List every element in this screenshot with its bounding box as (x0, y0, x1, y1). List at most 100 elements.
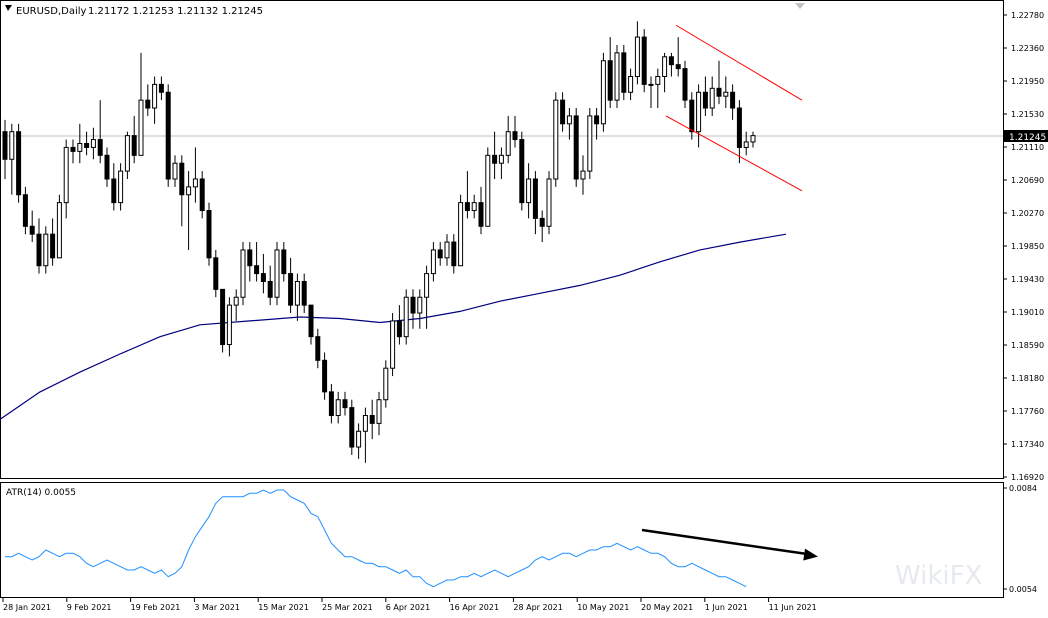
bear-candle-body (451, 241, 457, 267)
price-tick-label: 1.21530 (1011, 110, 1044, 119)
candle (594, 108, 600, 140)
bull-candle-body (240, 249, 246, 298)
bull-candle-body (390, 320, 396, 369)
bull-candle-body (356, 430, 362, 448)
trend-arrow[interactable] (641, 528, 818, 561)
bear-candle-body (560, 99, 566, 125)
price-tick-label: 1.21110 (1011, 143, 1044, 152)
candle (362, 407, 368, 463)
price-tick-label: 1.20270 (1011, 209, 1044, 218)
candle (444, 234, 450, 266)
candle (532, 171, 538, 235)
bear-candle-body (84, 143, 90, 148)
time-tick-label: 1 Jun 2021 (705, 603, 748, 612)
bull-candle-body (417, 296, 423, 314)
candle (696, 84, 702, 148)
bear-candle-body (220, 288, 226, 346)
bull-candle-body (294, 280, 300, 306)
candle (383, 360, 389, 408)
bull-candle-body (56, 202, 62, 259)
bear-candle-body (165, 91, 171, 180)
candle (539, 210, 545, 243)
bear-candle-body (532, 178, 538, 219)
chart-shift-marker[interactable] (795, 3, 805, 9)
trend-arrow-shaft (641, 528, 809, 556)
bull-candle-body (587, 115, 593, 172)
bull-candle-body (403, 296, 409, 338)
candle (655, 68, 661, 109)
bear-candle-body (730, 91, 736, 109)
bear-candle-body (668, 56, 674, 66)
candle (716, 60, 722, 105)
channel-line[interactable] (675, 24, 803, 101)
candle (192, 147, 198, 203)
candle (519, 131, 525, 211)
candle (43, 226, 49, 274)
bear-candle-body (29, 225, 35, 235)
bull-candle-body (192, 178, 198, 188)
bear-candle-body (50, 233, 56, 259)
price-tick-label: 1.21950 (1011, 77, 1044, 86)
candle (240, 242, 246, 306)
candle (2, 119, 8, 179)
price-axis: 1.22780 1.22360 1.21950 1.21530 1.21110 1.206… (1003, 11, 1044, 482)
atr-indicator-pane[interactable]: ATR(14) 0.0055 WikiFX (0, 482, 1004, 598)
candle (16, 123, 22, 203)
candle (104, 147, 110, 187)
candle (648, 76, 654, 109)
candles-layer (2, 21, 756, 463)
time-tick-label: 9 Feb 2021 (67, 603, 112, 612)
bull-candle-body (696, 91, 702, 133)
main-price-pane[interactable]: EURUSD,Daily 1.21172 1.21253 1.21132 1.2… (0, 0, 1004, 479)
bear-candle-body (213, 257, 219, 290)
bull-candle-body (172, 162, 178, 180)
bear-candle-body (111, 178, 117, 204)
bear-candle-body (179, 162, 185, 196)
bear-candle-body (328, 391, 334, 417)
atr-title: ATR(14) 0.0055 (6, 488, 76, 498)
bear-candle-body (308, 304, 314, 338)
candle (498, 147, 504, 179)
channel-layer[interactable] (665, 24, 803, 192)
candle (641, 29, 647, 93)
candle (118, 163, 124, 211)
bull-candle-body (648, 83, 654, 86)
bear-candle-body (410, 296, 416, 314)
bull-candle-body (186, 186, 192, 196)
candle (226, 297, 232, 357)
candle (63, 139, 69, 219)
candle (614, 44, 620, 109)
current-price-label: 1.21245 (1004, 130, 1048, 143)
candle (274, 242, 280, 306)
candle (179, 155, 185, 227)
candle (492, 131, 498, 179)
bull-candle-body (709, 87, 715, 109)
candle (199, 171, 205, 219)
candle (451, 234, 457, 274)
candle (288, 257, 294, 314)
bull-candle-body (124, 135, 130, 172)
price-tick-label: 1.19850 (1011, 242, 1044, 251)
candle (424, 265, 430, 329)
candle (172, 155, 178, 187)
main-pane-frame (0, 0, 1004, 479)
bull-candle-body (9, 131, 15, 160)
price-tick-label: 1.22780 (1011, 11, 1044, 20)
candle (220, 288, 226, 353)
bull-candle-body (444, 241, 450, 259)
price-tick-label: 1.17760 (1011, 407, 1044, 416)
bull-candle-body (77, 143, 83, 152)
bull-candle-body (723, 91, 729, 97)
candle (335, 391, 341, 424)
channel-line[interactable] (665, 115, 803, 192)
bear-candle-body (342, 399, 348, 409)
bear-candle-body (16, 131, 22, 196)
bear-candle-body (267, 280, 273, 298)
bear-candle-body (641, 36, 647, 85)
bull-candle-body (580, 170, 586, 180)
candle (322, 352, 328, 400)
bear-candle-body (736, 107, 742, 148)
candle (308, 304, 314, 345)
candle (573, 108, 579, 187)
candle (675, 37, 681, 77)
